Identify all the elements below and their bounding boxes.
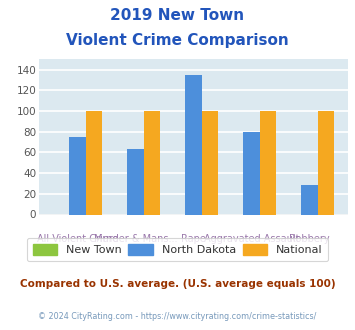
Text: Violent Crime Comparison: Violent Crime Comparison xyxy=(66,33,289,48)
Text: Robbery: Robbery xyxy=(289,234,330,244)
Text: Rape: Rape xyxy=(181,234,206,244)
Text: Aggravated Assault: Aggravated Assault xyxy=(204,234,299,244)
Bar xyxy=(86,111,102,214)
Text: Compared to U.S. average. (U.S. average equals 100): Compared to U.S. average. (U.S. average … xyxy=(20,279,335,289)
Bar xyxy=(143,111,160,214)
Text: All Violent Crime: All Violent Crime xyxy=(37,234,118,244)
Bar xyxy=(244,132,260,214)
Bar xyxy=(260,111,276,214)
Text: 2019 New Town: 2019 New Town xyxy=(110,8,245,23)
Legend: New Town, North Dakota, National: New Town, North Dakota, National xyxy=(27,238,328,261)
Bar xyxy=(202,111,218,214)
Text: Murder & Mans...: Murder & Mans... xyxy=(94,234,177,244)
Bar xyxy=(185,75,202,214)
Bar xyxy=(301,184,318,215)
Text: © 2024 CityRating.com - https://www.cityrating.com/crime-statistics/: © 2024 CityRating.com - https://www.city… xyxy=(38,312,317,321)
Bar xyxy=(69,137,86,214)
Bar xyxy=(127,149,143,214)
Bar xyxy=(318,111,334,214)
